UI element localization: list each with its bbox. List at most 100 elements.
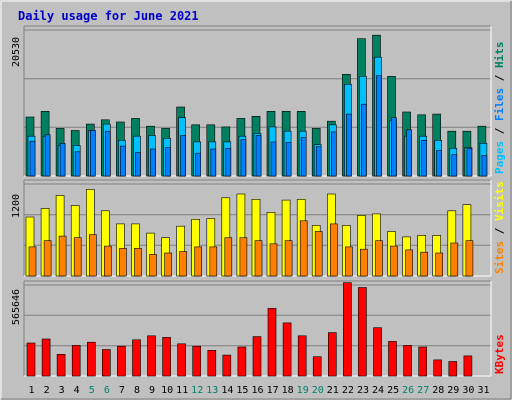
day-label: 23 — [357, 385, 369, 396]
kbytes-bar-day-13 — [207, 349, 217, 377]
day-label: 31 — [477, 385, 489, 396]
sites-bar-day-26 — [405, 249, 413, 277]
sites-bar-day-18 — [284, 240, 293, 277]
files-bar-day-20 — [315, 146, 322, 177]
sites-bar-day-19 — [299, 220, 308, 277]
files-bar-day-3 — [59, 143, 66, 177]
day-label: 3 — [59, 385, 65, 396]
kbytes-bar-day-16 — [252, 336, 262, 377]
day-label: 18 — [282, 385, 294, 396]
sites-bar-day-22 — [345, 246, 353, 277]
day-label: 12 — [191, 385, 203, 396]
files-bar-day-13 — [210, 148, 217, 177]
visits-sites-legend: Sites / Visits — [493, 181, 506, 274]
files-bar-day-30 — [466, 148, 473, 177]
sites-bar-day-7 — [119, 248, 127, 277]
files-bar-day-6 — [105, 130, 111, 177]
day-label: 19 — [297, 385, 309, 396]
kbytes-bar-day-20 — [312, 356, 322, 377]
files-bar-day-4 — [74, 151, 81, 177]
files-bar-day-12 — [195, 152, 201, 177]
legend-visits: Visits — [493, 181, 506, 221]
day-label: 21 — [327, 385, 339, 396]
kbytes-bar-day-21 — [327, 332, 337, 377]
sites-bar-day-29 — [450, 242, 459, 277]
kbytes-bar-day-27 — [418, 346, 428, 377]
kbytes-bar-day-22 — [343, 282, 352, 377]
kbytes-ymax-label: 565646 — [11, 289, 22, 325]
day-label: 20 — [312, 385, 324, 396]
kbytes-bar-day-18 — [282, 322, 292, 377]
kbytes-panel — [23, 280, 492, 377]
files-bar-day-21 — [330, 131, 337, 177]
legend-sites: Sites — [493, 241, 506, 274]
sites-bar-day-25 — [390, 245, 398, 277]
files-bar-day-8 — [135, 152, 141, 177]
day-label: 2 — [44, 385, 50, 396]
sites-bar-day-12 — [194, 246, 202, 277]
files-bar-day-16 — [255, 135, 262, 177]
day-label: 27 — [417, 385, 429, 396]
day-label: 1 — [28, 385, 34, 396]
kbytes-bar-day-17 — [267, 308, 277, 377]
svg-text:Sites / Visits: Sites / Visits — [493, 181, 506, 274]
files-bar-day-27 — [421, 140, 428, 177]
files-bar-day-10 — [165, 147, 171, 177]
day-label: 22 — [342, 385, 354, 396]
legend-hits: Hits — [493, 42, 506, 69]
files-bar-day-29 — [451, 154, 458, 177]
day-label: 24 — [372, 385, 384, 396]
day-label: 10 — [161, 385, 173, 396]
sites-bar-day-2 — [43, 240, 52, 277]
day-label: 16 — [251, 385, 263, 396]
sites-bar-day-10 — [164, 252, 172, 277]
hits-ymax-label: 20530 — [11, 37, 22, 67]
sites-bar-day-30 — [465, 240, 474, 277]
day-label: 29 — [447, 385, 459, 396]
sites-bar-day-3 — [58, 235, 67, 277]
kbytes-bar-day-30 — [463, 355, 473, 377]
kbytes-bar-day-25 — [388, 341, 397, 377]
sites-bar-day-1 — [28, 246, 37, 277]
sites-bar-day-21 — [329, 223, 338, 277]
sites-bar-day-15 — [239, 237, 248, 277]
kbytes-bar-day-12 — [192, 345, 201, 377]
files-bar-day-31 — [481, 155, 488, 177]
sites-bar-day-11 — [179, 251, 187, 277]
hits-files-pages-panel — [23, 25, 492, 177]
sites-bar-day-13 — [209, 246, 218, 277]
day-axis-labels: 1 2 3 4 5 6 7 8 9 10 11 12 13 14 15 16 17 18 19 20 21 22 23 24 2… — [28, 385, 489, 396]
day-label: 7 — [119, 385, 125, 396]
files-bar-day-17 — [270, 141, 277, 177]
kbytes-bar-day-9 — [147, 335, 156, 377]
visits-sites-panel — [23, 179, 492, 277]
files-bar-day-23 — [361, 103, 367, 177]
kbytes-bar-day-15 — [237, 346, 247, 377]
kbytes-bar-day-1 — [26, 342, 36, 377]
files-bar-day-26 — [406, 129, 412, 177]
files-bar-day-19 — [300, 137, 307, 177]
sites-bar-day-23 — [360, 248, 368, 277]
files-bar-day-18 — [285, 142, 292, 177]
kbytes-bar-day-11 — [177, 343, 186, 377]
day-label: 6 — [104, 385, 110, 396]
sites-bar-day-4 — [73, 237, 82, 277]
files-bar-day-22 — [346, 113, 352, 177]
day-label: 30 — [462, 385, 474, 396]
day-label: 14 — [221, 385, 233, 396]
kbytes-bar-day-8 — [132, 339, 141, 377]
svg-text:Pages / Files / Hits: Pages / Files / Hits — [493, 42, 506, 175]
kbytes-bar-day-26 — [403, 345, 412, 377]
sites-bar-day-27 — [420, 251, 429, 277]
day-label: 9 — [149, 385, 155, 396]
files-bar-day-24 — [376, 75, 382, 177]
day-label: 25 — [387, 385, 399, 396]
day-label: 26 — [402, 385, 414, 396]
day-label: 17 — [267, 385, 279, 396]
kbytes-bar-day-3 — [56, 353, 66, 377]
kbytes-bar-day-7 — [117, 345, 126, 377]
day-label: 8 — [134, 385, 140, 396]
files-bar-day-15 — [240, 139, 247, 177]
kbytes-bar-day-24 — [373, 327, 382, 377]
